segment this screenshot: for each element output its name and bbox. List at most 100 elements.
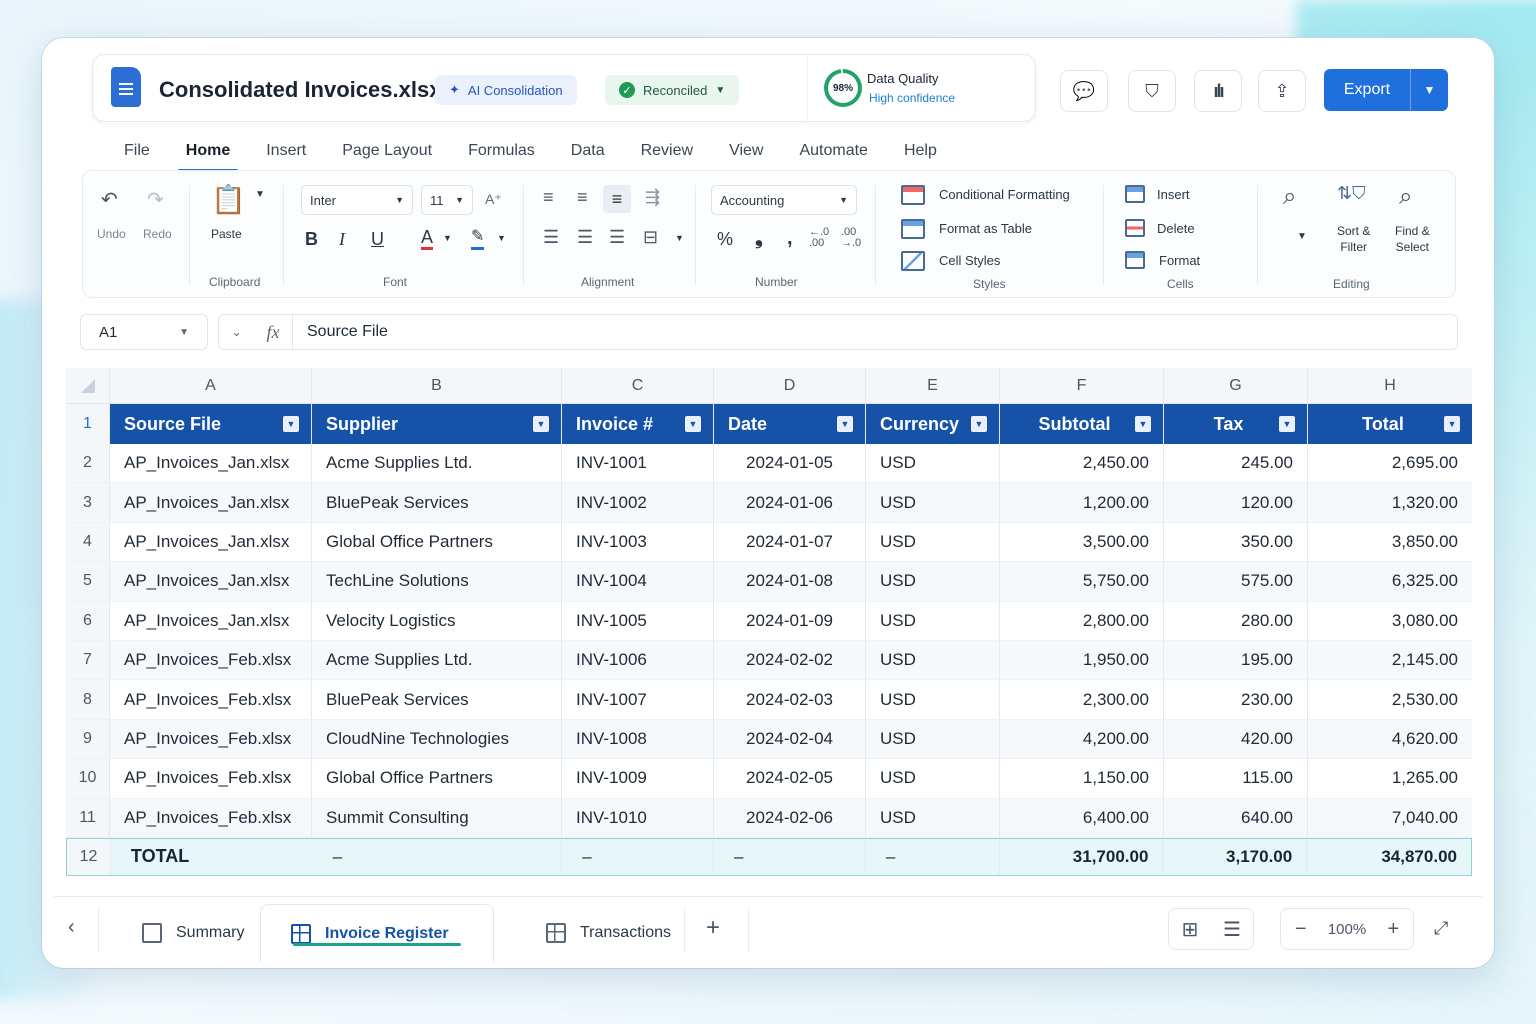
cell-currency[interactable]: USD: [866, 601, 1000, 640]
cell-tax[interactable]: 245.00: [1164, 444, 1308, 483]
underline-icon[interactable]: U: [371, 229, 384, 249]
conditional-formatting-button[interactable]: Conditional Formatting: [939, 187, 1070, 202]
tab-page-layout[interactable]: Page Layout: [342, 142, 433, 159]
cell-source-file[interactable]: AP_Invoices_Feb.xlsx: [110, 759, 312, 798]
ai-consolidation-badge[interactable]: ✦ AI Consolidation: [435, 75, 577, 105]
total-tax[interactable]: 3,170.00: [1163, 838, 1308, 875]
expand-icon[interactable]: ⤢: [1434, 918, 1449, 938]
cell-date[interactable]: 2024-02-04: [714, 719, 866, 759]
cell-total[interactable]: 6,325.00: [1391, 571, 1458, 591]
cell-total[interactable]: 3,850.00: [1391, 531, 1458, 551]
cell-source-file[interactable]: AP_Invoices_Feb.xlsx: [110, 798, 312, 837]
total-subtotal[interactable]: 31,700.00: [1000, 838, 1164, 875]
bold-icon[interactable]: B: [305, 229, 318, 249]
cell-subtotal[interactable]: 3,500.00: [1000, 522, 1164, 562]
total-label[interactable]: TOTAL: [130, 846, 190, 867]
font-size-select[interactable]: 11 ▼: [421, 185, 473, 215]
total-cell-supplier[interactable]: –: [313, 838, 563, 875]
header-invoice[interactable]: Invoice # ▼: [562, 404, 714, 444]
delete-cells-button[interactable]: Delete: [1157, 221, 1195, 236]
cell-invoice[interactable]: INV-1008: [562, 719, 714, 759]
header-total[interactable]: Total ▼: [1308, 404, 1472, 444]
filter-dropdown-icon[interactable]: ▼: [283, 416, 299, 432]
cell-tax[interactable]: 350.00: [1164, 522, 1308, 562]
format-cells-button[interactable]: Format: [1159, 253, 1201, 268]
tab-file[interactable]: File: [124, 142, 150, 159]
cell-tax[interactable]: 120.00: [1164, 483, 1308, 522]
cell-subtotal[interactable]: 2,450.00: [1000, 444, 1164, 483]
chevron-down-icon[interactable]: ▼: [443, 233, 452, 243]
increase-decimal-icon[interactable]: .00 →.0: [841, 226, 862, 249]
cell-currency[interactable]: USD: [866, 522, 1000, 562]
cell-date[interactable]: 2024-01-09: [714, 601, 866, 640]
cell-subtotal[interactable]: 1,950.00: [1000, 640, 1164, 680]
cell-supplier[interactable]: Global Office Partners: [312, 759, 562, 798]
row-number[interactable]: 11: [66, 798, 110, 837]
cell-total[interactable]: 7,040.00: [1391, 807, 1458, 827]
cell-total[interactable]: 1,265.00: [1391, 768, 1458, 788]
find-icon[interactable]: ⌕: [1399, 183, 1413, 210]
row-number[interactable]: 3: [66, 483, 110, 522]
filter-dropdown-icon[interactable]: ▼: [533, 416, 549, 432]
currency-style-icon[interactable]: ❟: [755, 227, 763, 249]
cell-subtotal[interactable]: 1,200.00: [1000, 483, 1164, 522]
cell-invoice[interactable]: INV-1001: [562, 444, 714, 483]
cell-source-file[interactable]: AP_Invoices_Feb.xlsx: [110, 680, 312, 719]
cell-date[interactable]: 2024-02-03: [714, 680, 866, 719]
cell-supplier[interactable]: Acme Supplies Ltd.: [312, 444, 562, 483]
highlight-icon[interactable]: ✎: [471, 227, 485, 250]
grid-view-icon[interactable]: ⊞: [1181, 918, 1199, 941]
cell-subtotal[interactable]: 4,200.00: [1000, 719, 1164, 759]
cell-total[interactable]: 4,620.00: [1391, 728, 1458, 748]
add-sheet-button[interactable]: +: [706, 914, 721, 941]
font-name-select[interactable]: Inter ▼: [301, 185, 413, 215]
row-number[interactable]: 7: [66, 640, 110, 680]
cell-date[interactable]: 2024-01-07: [714, 522, 866, 562]
cell-invoice[interactable]: INV-1005: [562, 601, 714, 640]
cell-supplier[interactable]: BluePeak Services: [312, 483, 562, 522]
cell-currency[interactable]: USD: [866, 798, 1000, 837]
cell-invoice[interactable]: INV-1006: [562, 640, 714, 680]
undo-icon[interactable]: ↶: [101, 189, 118, 211]
cell-source-file[interactable]: AP_Invoices_Jan.xlsx: [110, 483, 312, 522]
sheet-tab-transactions[interactable]: Transactions: [516, 904, 701, 962]
cell-invoice[interactable]: INV-1004: [562, 562, 714, 601]
cell-supplier[interactable]: BluePeak Services: [312, 680, 562, 719]
align-center-icon[interactable]: ☰: [577, 227, 594, 247]
cell-date[interactable]: 2024-02-06: [714, 798, 866, 837]
cell-source-file[interactable]: AP_Invoices_Feb.xlsx: [110, 719, 312, 759]
cell-date[interactable]: 2024-01-05: [714, 444, 866, 483]
insert-cells-button[interactable]: Insert: [1157, 187, 1190, 202]
cell-currency[interactable]: USD: [866, 719, 1000, 759]
name-box[interactable]: A1 ▼: [80, 314, 208, 350]
cell-tax[interactable]: 115.00: [1164, 759, 1308, 798]
cell-supplier[interactable]: Global Office Partners: [312, 522, 562, 562]
find-select-button[interactable]: Find & Select: [1395, 223, 1430, 255]
cell-currency[interactable]: USD: [866, 444, 1000, 483]
cell-supplier[interactable]: TechLine Solutions: [312, 562, 562, 601]
sheet-tab-summary[interactable]: Summary: [112, 904, 274, 962]
filter-dropdown-icon[interactable]: ▼: [1444, 416, 1460, 432]
decrease-decimal-icon[interactable]: ←.0.00: [809, 226, 830, 249]
row-number[interactable]: 9: [66, 719, 110, 759]
search-icon[interactable]: ⌕: [1283, 183, 1297, 210]
cell-supplier[interactable]: Acme Supplies Ltd.: [312, 640, 562, 680]
tab-automate[interactable]: Automate: [799, 142, 868, 159]
cell-source-file[interactable]: AP_Invoices_Jan.xlsx: [110, 601, 312, 640]
cell-currency[interactable]: USD: [866, 680, 1000, 719]
row-number[interactable]: 10: [66, 759, 110, 798]
filter-dropdown-icon[interactable]: ▼: [1135, 416, 1151, 432]
row-number[interactable]: 1: [66, 404, 110, 444]
column-header-d[interactable]: D: [714, 368, 866, 403]
cell-date[interactable]: 2024-02-02: [714, 640, 866, 680]
cell-tax[interactable]: 640.00: [1164, 798, 1308, 837]
sheet-tab-invoice-register[interactable]: Invoice Register: [260, 904, 494, 962]
cell-source-file[interactable]: AP_Invoices_Feb.xlsx: [110, 640, 312, 680]
filter-dropdown-icon[interactable]: ▼: [837, 416, 853, 432]
cell-currency[interactable]: USD: [866, 759, 1000, 798]
cell-tax[interactable]: 195.00: [1164, 640, 1308, 680]
row-number[interactable]: 12: [67, 838, 111, 875]
cell-date[interactable]: 2024-01-08: [714, 562, 866, 601]
total-cell-invoice[interactable]: –: [562, 838, 715, 875]
export-button[interactable]: Export ▼: [1324, 69, 1448, 111]
